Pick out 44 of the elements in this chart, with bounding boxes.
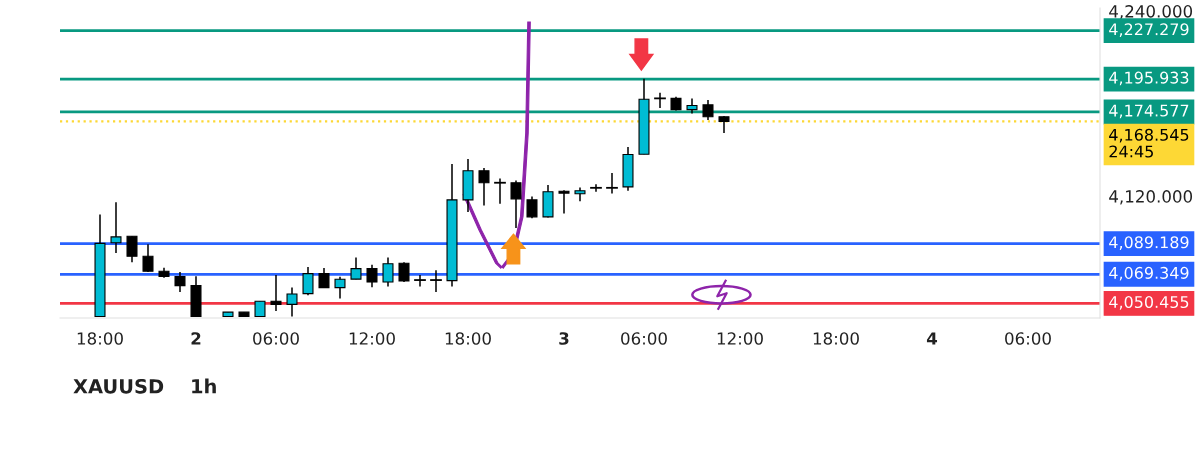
ref-line-label: 4,174.577 bbox=[1109, 104, 1189, 119]
candlestick bbox=[478, 167, 490, 207]
x-tick-label: 18:00 bbox=[445, 332, 491, 345]
candlestick bbox=[414, 274, 426, 288]
candlestick bbox=[110, 201, 122, 254]
candlestick bbox=[286, 286, 298, 318]
y-tick-label: 4,120.000 bbox=[1109, 190, 1193, 205]
x-tick-label: 4 bbox=[926, 332, 938, 345]
candlestick bbox=[510, 179, 522, 229]
x-tick-label: 12:00 bbox=[349, 332, 395, 345]
candlestick bbox=[558, 189, 570, 215]
candlestick bbox=[494, 177, 506, 205]
x-tick-label: 18:00 bbox=[77, 332, 123, 345]
candlestick bbox=[654, 92, 666, 109]
x-tick-label: 06:00 bbox=[253, 332, 299, 345]
ref-line-label: 4,069.349 bbox=[1109, 266, 1189, 281]
candlestick bbox=[430, 269, 442, 293]
ref-line-label: 4,089.189 bbox=[1109, 236, 1189, 250]
candlestick bbox=[382, 256, 394, 288]
candlestick bbox=[606, 172, 618, 195]
candlestick bbox=[126, 235, 138, 263]
x-tick-label: 12:00 bbox=[717, 332, 763, 345]
x-tick-label: 06:00 bbox=[621, 332, 667, 345]
candlestick bbox=[142, 243, 154, 273]
text: 1h bbox=[192, 378, 216, 394]
x-tick-label: 18:00 bbox=[813, 332, 859, 345]
candlestick bbox=[302, 266, 314, 297]
candlestick bbox=[590, 183, 602, 193]
candlestick bbox=[366, 264, 378, 288]
ref-line-label: 4,050.455 bbox=[1109, 295, 1189, 310]
x-tick-label: 06:00 bbox=[1005, 332, 1051, 345]
y-tick-label: 4,240.000 bbox=[1109, 5, 1193, 20]
candlestick bbox=[526, 195, 538, 220]
candlestick bbox=[702, 99, 714, 121]
text: XAUUSD bbox=[73, 378, 164, 394]
ref-line-label: 4,195.933 bbox=[1109, 71, 1189, 86]
ref-line-label: 4,168.545 24:45 bbox=[1109, 128, 1189, 158]
x-tick-label: 3 bbox=[559, 332, 569, 345]
x-tick-label: 2 bbox=[191, 332, 201, 345]
candlestick bbox=[334, 276, 346, 300]
candlestick bbox=[174, 271, 186, 293]
candlestick bbox=[350, 256, 362, 280]
ref-line-label: 4,227.279 bbox=[1109, 23, 1189, 37]
candlestick bbox=[270, 274, 282, 312]
